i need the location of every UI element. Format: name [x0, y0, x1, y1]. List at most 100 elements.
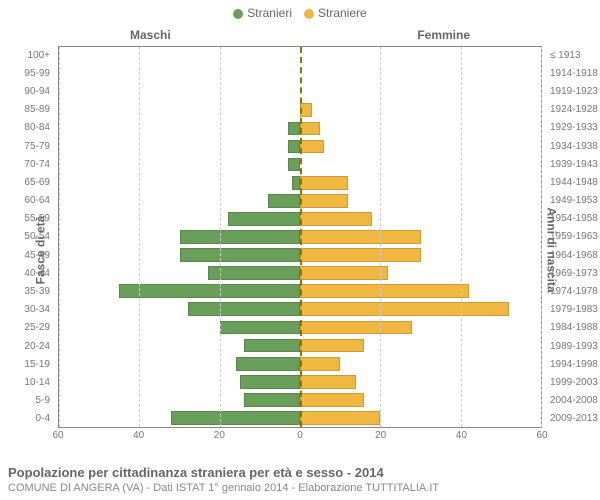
birth-year-tick: ≤ 1913: [546, 46, 600, 64]
age-tick: 100+: [0, 46, 54, 64]
bar-female: [300, 122, 320, 136]
age-tick: 95-99: [0, 64, 54, 82]
age-labels: 100+95-9990-9485-8980-8475-7970-7465-696…: [0, 46, 54, 428]
chart-title: Popolazione per cittadinanza straniera p…: [8, 465, 592, 480]
bar-female: [300, 194, 348, 208]
bar-male: [180, 230, 301, 244]
bar-female: [300, 140, 324, 154]
age-tick: 30-34: [0, 301, 54, 319]
bar-male: [268, 194, 300, 208]
x-tick: 0: [297, 430, 303, 441]
population-pyramid-chart: StranieriStraniere Maschi Femmine Fasce …: [0, 0, 600, 500]
bar-female: [300, 393, 364, 407]
birth-year-tick: 1969-1973: [546, 264, 600, 282]
age-tick: 55-59: [0, 210, 54, 228]
birth-year-tick: 1944-1948: [546, 173, 600, 191]
birth-year-tick: 1999-2003: [546, 373, 600, 391]
birth-year-tick: 2009-2013: [546, 410, 600, 428]
age-tick: 45-49: [0, 246, 54, 264]
bar-female: [300, 357, 340, 371]
age-tick: 60-64: [0, 192, 54, 210]
birth-year-tick: 1959-1963: [546, 228, 600, 246]
age-tick: 90-94: [0, 82, 54, 100]
chart-subtitle: COMUNE DI ANGERA (VA) - Dati ISTAT 1° ge…: [8, 482, 592, 494]
birth-year-tick: 1929-1933: [546, 119, 600, 137]
bar-female: [300, 248, 421, 262]
birth-year-tick: 1994-1998: [546, 355, 600, 373]
grid-line: [139, 47, 140, 427]
legend-item: Straniere: [304, 6, 367, 20]
bar-male: [244, 393, 300, 407]
age-tick: 15-19: [0, 355, 54, 373]
birth-year-tick: 1954-1958: [546, 210, 600, 228]
age-tick: 0-4: [0, 410, 54, 428]
bar-male: [171, 411, 300, 425]
age-tick: 65-69: [0, 173, 54, 191]
plot-area: [58, 46, 542, 428]
birth-year-tick: 1984-1988: [546, 319, 600, 337]
bar-female: [300, 375, 356, 389]
x-tick: 60: [536, 430, 547, 441]
grid-line: [541, 47, 542, 427]
bar-male: [244, 339, 300, 353]
birth-year-tick: 2004-2008: [546, 392, 600, 410]
bar-female: [300, 302, 509, 316]
bar-male: [119, 284, 300, 298]
legend-item: Stranieri: [233, 6, 292, 20]
chart-footer: Popolazione per cittadinanza straniera p…: [8, 465, 592, 494]
birth-year-tick: 1949-1953: [546, 192, 600, 210]
bar-male: [292, 176, 300, 190]
bar-male: [228, 212, 300, 226]
age-tick: 10-14: [0, 373, 54, 391]
x-tick: 40: [133, 430, 144, 441]
age-tick: 5-9: [0, 392, 54, 410]
age-tick: 50-54: [0, 228, 54, 246]
bar-female: [300, 266, 388, 280]
x-tick: 40: [456, 430, 467, 441]
x-tick: 60: [52, 430, 63, 441]
grid-line: [461, 47, 462, 427]
x-axis-ticks: 6040200204060: [58, 430, 542, 444]
bar-male: [236, 357, 300, 371]
grid-line: [380, 47, 381, 427]
birth-year-tick: 1979-1983: [546, 301, 600, 319]
column-header-male: Maschi: [130, 28, 171, 42]
bar-female: [300, 230, 421, 244]
bar-female: [300, 321, 412, 335]
bar-male: [288, 122, 300, 136]
column-header-female: Femmine: [417, 28, 470, 42]
birth-year-labels: ≤ 19131914-19181919-19231924-19281929-19…: [546, 46, 600, 428]
bar-male: [288, 140, 300, 154]
bar-male: [180, 248, 301, 262]
bar-male: [240, 375, 300, 389]
legend-dot: [304, 9, 314, 19]
birth-year-tick: 1964-1968: [546, 246, 600, 264]
bar-female: [300, 176, 348, 190]
age-tick: 40-44: [0, 264, 54, 282]
bar-female: [300, 339, 364, 353]
age-tick: 75-79: [0, 137, 54, 155]
birth-year-tick: 1919-1923: [546, 82, 600, 100]
age-tick: 85-89: [0, 101, 54, 119]
birth-year-tick: 1924-1928: [546, 101, 600, 119]
bar-male: [208, 266, 300, 280]
bar-female: [300, 411, 380, 425]
center-line: [300, 47, 302, 427]
x-tick: 20: [214, 430, 225, 441]
birth-year-tick: 1934-1938: [546, 137, 600, 155]
grid-line: [220, 47, 221, 427]
age-tick: 70-74: [0, 155, 54, 173]
grid-line: [59, 47, 60, 427]
age-tick: 20-24: [0, 337, 54, 355]
legend-label: Stranieri: [247, 6, 292, 20]
x-tick: 20: [375, 430, 386, 441]
bar-male: [220, 321, 300, 335]
age-tick: 25-29: [0, 319, 54, 337]
birth-year-tick: 1974-1978: [546, 282, 600, 300]
birth-year-tick: 1939-1943: [546, 155, 600, 173]
bar-male: [188, 302, 300, 316]
age-tick: 35-39: [0, 282, 54, 300]
legend: Stranieri Straniere: [0, 6, 600, 20]
bar-female: [300, 212, 372, 226]
birth-year-tick: 1914-1918: [546, 64, 600, 82]
